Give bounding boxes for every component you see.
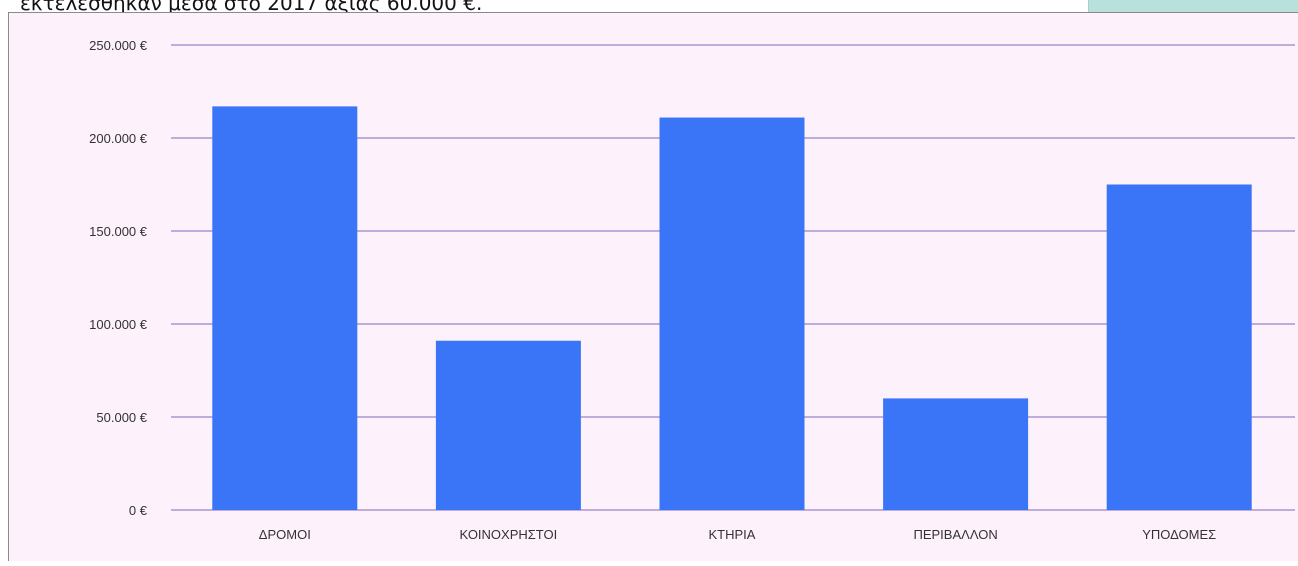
bar-chart: 0 € 50.000 € 100.000 € 150.000 € 200.000 € 25… xyxy=(89,38,1295,542)
y-tick-label: 250.000 € xyxy=(89,38,148,53)
y-tick-label: 0 € xyxy=(129,503,148,518)
x-tick-label: ΚΟΙΝΟΧΡΗΣΤΟΙ xyxy=(460,527,558,542)
y-tick-label: 150.000 € xyxy=(89,224,148,239)
y-tick-label: 100.000 € xyxy=(89,317,148,332)
chart-caption: εκτελέσθηκαν μέσα στο 2017 αξίας 60.000 … xyxy=(20,0,483,15)
x-tick-label: ΥΠΟΔΟΜΕΣ xyxy=(1142,527,1216,542)
x-tick-label: ΠΕΡΙΒΑΛΛΟΝ xyxy=(913,527,997,542)
corner-decoration xyxy=(1088,0,1298,12)
bar xyxy=(883,398,1029,510)
y-tick-label: 200.000 € xyxy=(89,131,148,146)
bar xyxy=(212,106,358,510)
bar xyxy=(659,117,805,510)
chart-frame: 0 € 50.000 € 100.000 € 150.000 € 200.000 € 25… xyxy=(8,12,1298,561)
y-tick-label: 50.000 € xyxy=(96,410,147,425)
bar xyxy=(435,340,581,510)
bar xyxy=(1106,184,1252,510)
x-tick-label: ΚΤΗΡΙΑ xyxy=(709,527,756,542)
x-tick-label: ΔΡΟΜΟΙ xyxy=(259,527,311,542)
